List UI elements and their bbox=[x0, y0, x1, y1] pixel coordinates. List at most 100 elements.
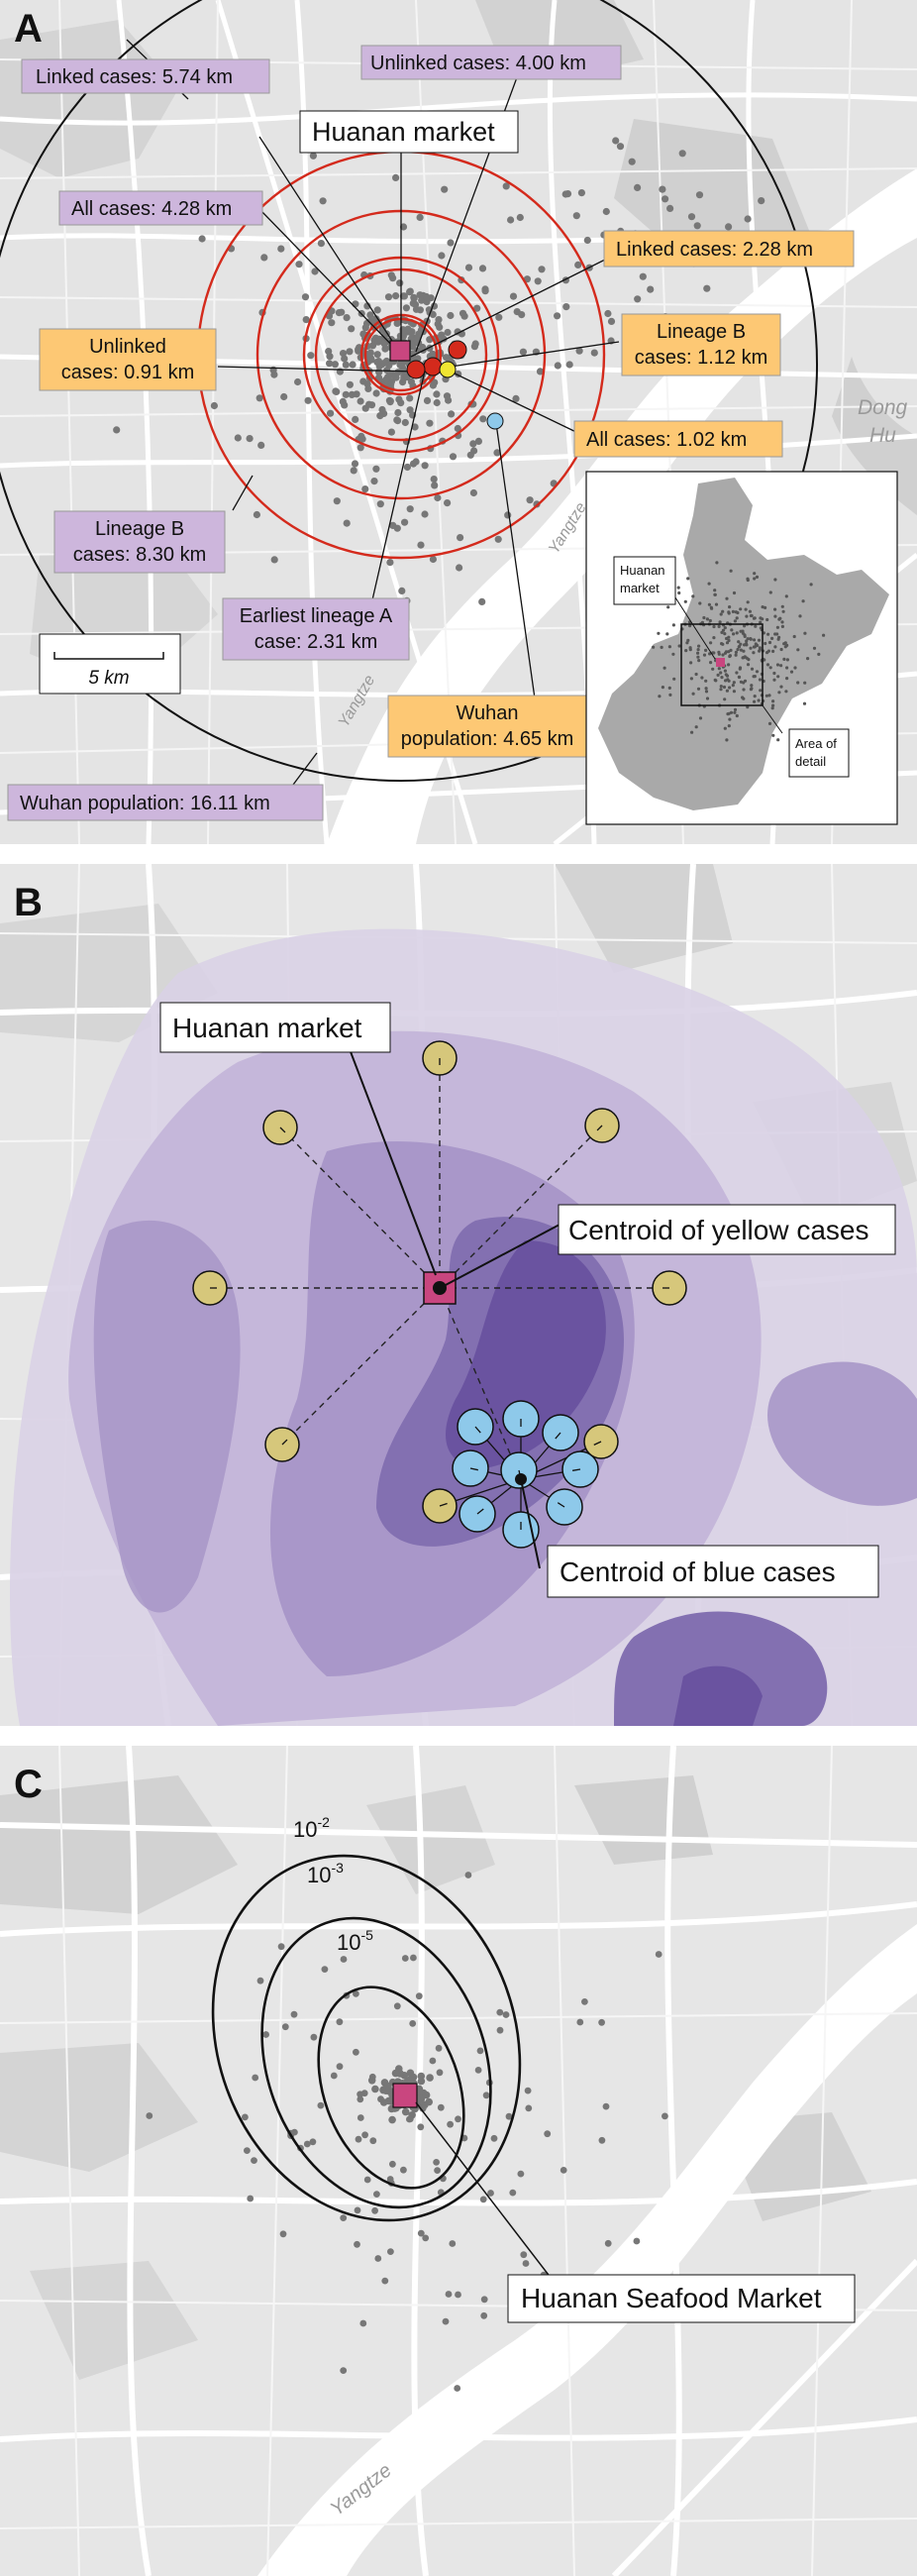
case-dot bbox=[373, 351, 381, 359]
case-dot bbox=[734, 610, 738, 614]
svg-text:5 km: 5 km bbox=[88, 668, 129, 689]
case-dot bbox=[705, 697, 710, 700]
case-dot bbox=[247, 2195, 255, 2202]
case-dot bbox=[198, 235, 206, 243]
case-dot bbox=[745, 614, 749, 618]
case-dot bbox=[414, 334, 422, 342]
case-dot bbox=[387, 377, 395, 385]
place-name-dong: Dong bbox=[858, 396, 908, 419]
case-dot bbox=[373, 2191, 380, 2198]
case-dot bbox=[677, 644, 681, 648]
case-dot bbox=[696, 655, 700, 659]
case-dot bbox=[381, 345, 389, 353]
case-dot bbox=[720, 630, 724, 635]
case-dot bbox=[410, 1954, 417, 1962]
case-dot bbox=[309, 152, 317, 160]
case-dot bbox=[598, 2018, 605, 2026]
case-dot bbox=[702, 653, 707, 657]
case-dot bbox=[696, 651, 700, 655]
case-dot bbox=[368, 342, 377, 350]
svg-text:Huanan market: Huanan market bbox=[172, 1013, 362, 1043]
case-dot bbox=[476, 2047, 484, 2055]
case-dot bbox=[704, 687, 708, 691]
case-dot bbox=[393, 319, 401, 327]
case-dot bbox=[764, 694, 769, 698]
case-dot bbox=[754, 642, 758, 646]
case-dot bbox=[438, 252, 446, 260]
case-dot bbox=[780, 620, 784, 624]
case-dot bbox=[355, 346, 362, 354]
case-dot bbox=[458, 309, 467, 317]
label-unlinked-4-00: Unlinked cases: 4.00 km bbox=[360, 45, 622, 80]
case-dot bbox=[753, 638, 757, 642]
case-dot bbox=[330, 2072, 338, 2080]
case-dot bbox=[738, 667, 742, 671]
case-dot bbox=[697, 659, 701, 663]
case-dot bbox=[710, 606, 714, 610]
svg-text:cases: 0.91 km: cases: 0.91 km bbox=[61, 362, 195, 383]
case-dot bbox=[146, 2112, 153, 2119]
case-dot bbox=[755, 575, 760, 580]
case-dot bbox=[658, 695, 662, 698]
case-dot bbox=[496, 2008, 504, 2016]
case-dot bbox=[426, 419, 434, 427]
case-dot bbox=[598, 2136, 606, 2144]
label-all-4-28: All cases: 4.28 km bbox=[58, 190, 263, 226]
scale-bar: 5 km bbox=[39, 633, 181, 695]
case-dot bbox=[700, 620, 705, 625]
case-dot bbox=[713, 678, 717, 683]
case-dot bbox=[723, 726, 727, 730]
case-dot bbox=[433, 390, 441, 398]
case-dot bbox=[714, 602, 719, 606]
case-dot bbox=[766, 649, 771, 653]
case-dot bbox=[348, 325, 356, 333]
case-dot bbox=[634, 183, 642, 191]
case-dot bbox=[773, 614, 777, 618]
case-dot bbox=[723, 632, 727, 636]
case-dot bbox=[705, 617, 710, 621]
svg-text:Wuhan: Wuhan bbox=[456, 702, 518, 724]
case-dot bbox=[735, 713, 739, 718]
case-dot bbox=[733, 707, 738, 712]
case-dot bbox=[386, 2176, 394, 2183]
case-dot bbox=[731, 684, 735, 688]
case-dot bbox=[399, 326, 408, 334]
case-dot bbox=[798, 614, 802, 618]
case-dot bbox=[734, 650, 739, 655]
case-dot bbox=[672, 677, 676, 681]
case-dot bbox=[525, 2104, 533, 2112]
case-dot bbox=[763, 658, 766, 662]
case-dot bbox=[372, 465, 380, 473]
case-dot bbox=[732, 681, 736, 685]
case-dot bbox=[743, 624, 747, 628]
case-dot bbox=[803, 681, 807, 685]
case-dot bbox=[383, 2082, 391, 2090]
case-dot bbox=[333, 497, 341, 505]
case-dot bbox=[789, 670, 794, 674]
case-dot bbox=[686, 638, 690, 643]
case-dot bbox=[431, 482, 439, 489]
case-dot bbox=[393, 2002, 401, 2010]
svg-text:Wuhan population: 16.11 km: Wuhan population: 16.11 km bbox=[20, 793, 270, 814]
case-dot bbox=[374, 358, 383, 366]
case-dot bbox=[697, 644, 701, 648]
case-dot bbox=[739, 607, 743, 611]
case-dot bbox=[346, 380, 354, 388]
inset-dots bbox=[652, 561, 826, 749]
case-dot bbox=[766, 632, 770, 636]
case-dot bbox=[728, 686, 732, 690]
case-dot bbox=[757, 698, 761, 702]
case-dot bbox=[469, 488, 477, 497]
case-dot bbox=[363, 380, 371, 388]
case-dot bbox=[739, 648, 744, 652]
case-dot bbox=[252, 2074, 259, 2082]
case-dot bbox=[518, 311, 526, 319]
case-dot bbox=[429, 310, 437, 318]
case-dot bbox=[689, 661, 693, 665]
case-dot bbox=[782, 642, 786, 646]
case-dot bbox=[700, 676, 704, 680]
case-dot bbox=[438, 331, 446, 339]
case-dot bbox=[474, 437, 482, 445]
case-dot bbox=[741, 696, 745, 699]
case-dot bbox=[444, 328, 452, 337]
